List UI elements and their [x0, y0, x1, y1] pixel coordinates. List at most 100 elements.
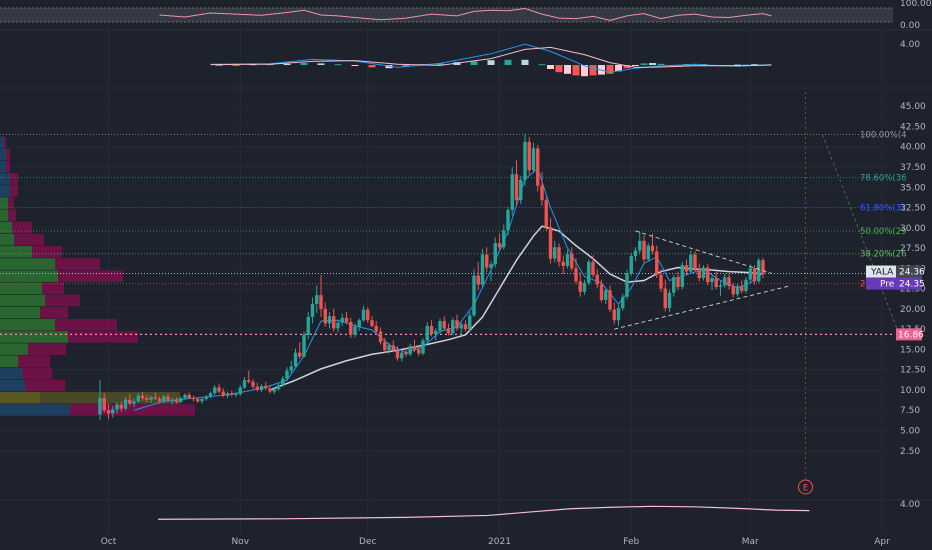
candle[interactable]: [208, 391, 213, 399]
candle[interactable]: [128, 394, 132, 406]
candle[interactable]: [646, 243, 650, 262]
candle[interactable]: [493, 237, 497, 268]
candle[interactable]: [276, 383, 281, 391]
candle[interactable]: [701, 265, 706, 281]
candle[interactable]: [412, 339, 417, 352]
candle[interactable]: [519, 175, 523, 205]
candle[interactable]: [489, 261, 493, 282]
candle[interactable]: [514, 159, 519, 206]
candle[interactable]: [659, 269, 663, 292]
time-axis[interactable]: OctNovDec2021FebMarAprMayJun: [101, 537, 932, 547]
candlesticks[interactable]: [98, 133, 765, 420]
macd-pane[interactable]: 4.00: [210, 40, 921, 77]
candle[interactable]: [344, 312, 349, 325]
candle[interactable]: [714, 271, 718, 290]
candle[interactable]: [744, 277, 748, 294]
candle[interactable]: [502, 224, 506, 250]
candle[interactable]: [672, 274, 676, 297]
candle[interactable]: [387, 342, 391, 354]
candle[interactable]: [536, 145, 540, 192]
candle[interactable]: [527, 136, 531, 175]
candle[interactable]: [332, 308, 336, 332]
candle[interactable]: [633, 247, 638, 262]
candle[interactable]: [680, 261, 684, 290]
candle[interactable]: [540, 171, 544, 206]
candle[interactable]: [429, 320, 434, 337]
candle[interactable]: [642, 235, 646, 263]
candle[interactable]: [531, 142, 536, 173]
candle[interactable]: [102, 393, 106, 413]
candle[interactable]: [132, 398, 136, 407]
candle[interactable]: [217, 383, 221, 394]
candle[interactable]: [191, 395, 196, 402]
candle[interactable]: [200, 398, 204, 404]
candle[interactable]: [247, 370, 251, 384]
candle[interactable]: [608, 285, 612, 313]
candle[interactable]: [591, 255, 595, 278]
candle[interactable]: [111, 406, 115, 418]
candle[interactable]: [119, 401, 123, 412]
candle[interactable]: [740, 280, 744, 294]
candle[interactable]: [395, 346, 400, 361]
candle[interactable]: [757, 257, 761, 283]
candle[interactable]: [166, 394, 170, 402]
candle[interactable]: [183, 393, 187, 400]
candle[interactable]: [621, 293, 625, 311]
candle[interactable]: [570, 247, 574, 271]
candle[interactable]: [268, 385, 272, 394]
candle[interactable]: [625, 269, 629, 300]
candle[interactable]: [451, 317, 455, 335]
candle[interactable]: [629, 252, 633, 276]
candle[interactable]: [616, 304, 621, 326]
candle[interactable]: [204, 394, 208, 401]
candle[interactable]: [417, 344, 421, 356]
candle[interactable]: [434, 328, 438, 341]
candle[interactable]: [174, 397, 179, 404]
candle[interactable]: [136, 393, 140, 403]
candle[interactable]: [353, 323, 357, 338]
candle[interactable]: [638, 231, 642, 254]
candle[interactable]: [480, 248, 485, 288]
candle[interactable]: [378, 327, 383, 345]
candle[interactable]: [693, 251, 697, 272]
candle[interactable]: [179, 396, 183, 403]
candle[interactable]: [510, 166, 514, 216]
candle[interactable]: [196, 397, 200, 403]
candle[interactable]: [595, 269, 599, 288]
candle[interactable]: [251, 379, 255, 390]
candle[interactable]: [655, 245, 659, 279]
candle[interactable]: [225, 391, 230, 399]
candle[interactable]: [187, 392, 191, 399]
candle[interactable]: [327, 312, 332, 329]
candle[interactable]: [472, 269, 476, 317]
candle[interactable]: [302, 331, 306, 358]
candle[interactable]: [667, 289, 672, 313]
volume-pane[interactable]: 4.00: [157, 500, 920, 520]
candle[interactable]: [574, 258, 578, 284]
candle[interactable]: [599, 279, 604, 303]
candle[interactable]: [361, 305, 366, 322]
candle[interactable]: [230, 390, 234, 397]
candle[interactable]: [306, 312, 310, 339]
earnings-marker[interactable]: E: [798, 479, 813, 495]
candle[interactable]: [421, 338, 425, 356]
candle[interactable]: [710, 275, 714, 291]
candle[interactable]: [408, 343, 412, 356]
candle[interactable]: [238, 385, 242, 396]
candle[interactable]: [468, 312, 472, 331]
candle[interactable]: [293, 348, 298, 369]
candle[interactable]: [455, 314, 459, 331]
candle[interactable]: [718, 281, 723, 296]
candle[interactable]: [391, 340, 395, 352]
candle[interactable]: [684, 259, 689, 275]
triangle-lower-trendline[interactable]: [614, 285, 789, 330]
candle[interactable]: [98, 380, 102, 420]
candle[interactable]: [476, 261, 480, 291]
candle[interactable]: [404, 347, 408, 357]
candle[interactable]: [731, 282, 735, 298]
candle[interactable]: [140, 391, 145, 401]
candle[interactable]: [221, 388, 225, 398]
candle[interactable]: [463, 320, 468, 332]
candle[interactable]: [727, 274, 731, 290]
